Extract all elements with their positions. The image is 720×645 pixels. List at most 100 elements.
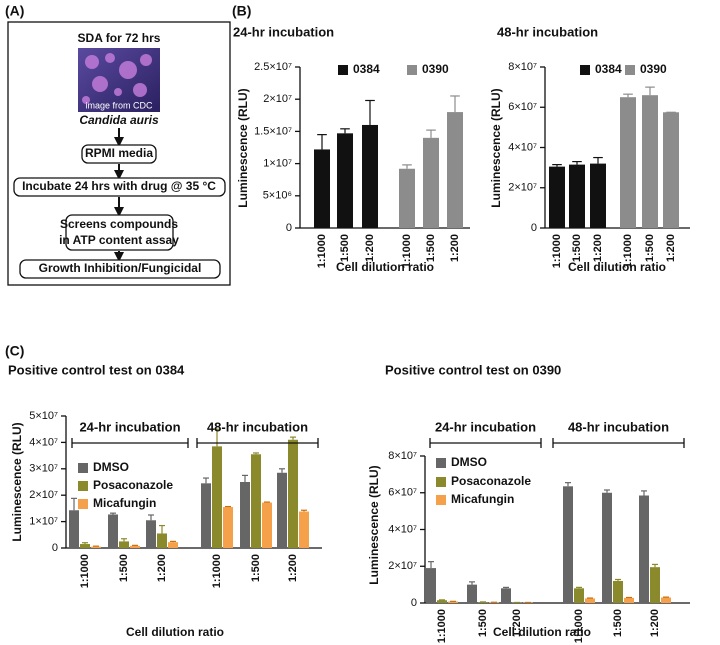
error-bar [203, 477, 209, 484]
legend-swatch [436, 495, 446, 505]
error-bar [290, 436, 296, 440]
legend-swatch [436, 477, 446, 487]
error-bar [132, 544, 138, 546]
bar [157, 533, 167, 548]
x-tick-label: 1:500 [571, 234, 583, 262]
legend-label: 0384 [353, 62, 380, 76]
y-tick-label: 8×10⁷ [388, 450, 417, 462]
y-tick-label: 1×10⁷ [29, 516, 58, 528]
x-tick-label: 1:500 [612, 609, 624, 637]
legend-swatch [436, 458, 446, 468]
error-bar [469, 581, 475, 585]
legend-swatch [580, 65, 590, 75]
bar [251, 454, 261, 548]
panel-label: (B) [232, 3, 251, 19]
y-tick-label: 2×10⁷ [263, 93, 292, 105]
bar [108, 514, 118, 548]
x-tick-label: 1:200 [156, 554, 168, 582]
bar [288, 439, 298, 548]
bar [620, 97, 636, 228]
bar [437, 600, 447, 603]
bar [80, 544, 90, 548]
error-bar [340, 128, 350, 134]
bar [642, 95, 658, 228]
error-bar [301, 509, 307, 512]
y-axis-label: Luminescence (RLU) [236, 88, 250, 207]
error-bar [604, 489, 610, 493]
x-tick-label: 1:200 [665, 234, 677, 262]
image-credit: image from CDC [85, 100, 153, 110]
error-bar [593, 156, 603, 164]
bar [146, 520, 156, 548]
error-bar [428, 561, 434, 569]
group-label: 24-hr incubation [79, 419, 180, 434]
legend-label: Posaconazole [451, 474, 531, 488]
bar [314, 149, 330, 228]
error-bar [402, 164, 412, 169]
bar [168, 542, 178, 548]
error-bar [170, 540, 176, 543]
node-text: SDA for 72 hrs [78, 31, 161, 45]
y-tick-label: 2×10⁷ [508, 182, 537, 194]
node-text: RPMI media [85, 146, 153, 160]
legend-label: 0390 [422, 62, 449, 76]
y-axis-label: Luminescence (RLU) [10, 422, 24, 541]
bar [602, 492, 612, 603]
legend-label: 0390 [640, 62, 667, 76]
chart-title: Positive control test on 0390 [385, 362, 561, 377]
bar [467, 584, 477, 603]
bar [277, 472, 287, 548]
y-tick-label: 2×10⁷ [388, 560, 417, 572]
bar [569, 164, 585, 228]
error-bar [121, 538, 127, 542]
node-text: in ATP content assay [59, 233, 179, 247]
image-spots [82, 53, 152, 104]
x-tick-label: 1:500 [118, 554, 130, 582]
y-tick-label: 6×10⁷ [508, 101, 537, 113]
legend-label: Micafungin [451, 492, 514, 506]
legend-swatch [78, 499, 88, 509]
x-tick-label: 1:1000 [211, 554, 223, 588]
bar [613, 580, 623, 603]
error-bar [71, 497, 77, 511]
bar [478, 602, 488, 603]
y-tick-label: 0 [531, 222, 537, 234]
y-tick-label: 1.5×10⁷ [254, 125, 292, 137]
y-tick-label: 5×10⁷ [29, 410, 58, 422]
error-bar [253, 452, 259, 455]
legend-label: DMSO [451, 455, 487, 469]
legend-label: Micafungin [93, 496, 156, 510]
group-label: 48-hr incubation [207, 419, 308, 434]
y-tick-label: 4×10⁷ [29, 436, 58, 448]
error-bar [565, 482, 571, 487]
error-bar [264, 501, 270, 503]
y-tick-label: 4×10⁷ [388, 523, 417, 535]
x-tick-label: 1:500 [339, 234, 351, 262]
error-bar [503, 586, 509, 589]
x-tick-label: 1:200 [287, 554, 299, 582]
legend-swatch [338, 65, 348, 75]
error-bar [365, 99, 375, 125]
bar [240, 482, 250, 548]
y-tick-label: 4×10⁷ [508, 141, 537, 153]
y-tick-label: 3×10⁷ [29, 463, 58, 475]
node-text: Screens compounds [60, 217, 178, 231]
error-bar [82, 542, 88, 545]
error-bar [426, 129, 436, 138]
diagram: SDA for 72 hrs image from CDC Candida au… [7, 21, 231, 286]
bar [549, 166, 565, 228]
chart-title: 24-hr incubation [233, 24, 334, 39]
error-bar [279, 468, 285, 473]
bar [585, 598, 595, 603]
node-text: Candida auris [79, 113, 159, 127]
y-tick-label: 1×10⁷ [263, 158, 292, 170]
bar [201, 483, 211, 548]
bar [69, 510, 79, 548]
x-tick-label: 1:200 [592, 234, 604, 262]
error-bar [576, 586, 582, 589]
error-bar [450, 95, 460, 113]
y-axis-label: Luminescence (RLU) [367, 465, 381, 584]
bar [337, 133, 353, 228]
bar [661, 597, 671, 603]
